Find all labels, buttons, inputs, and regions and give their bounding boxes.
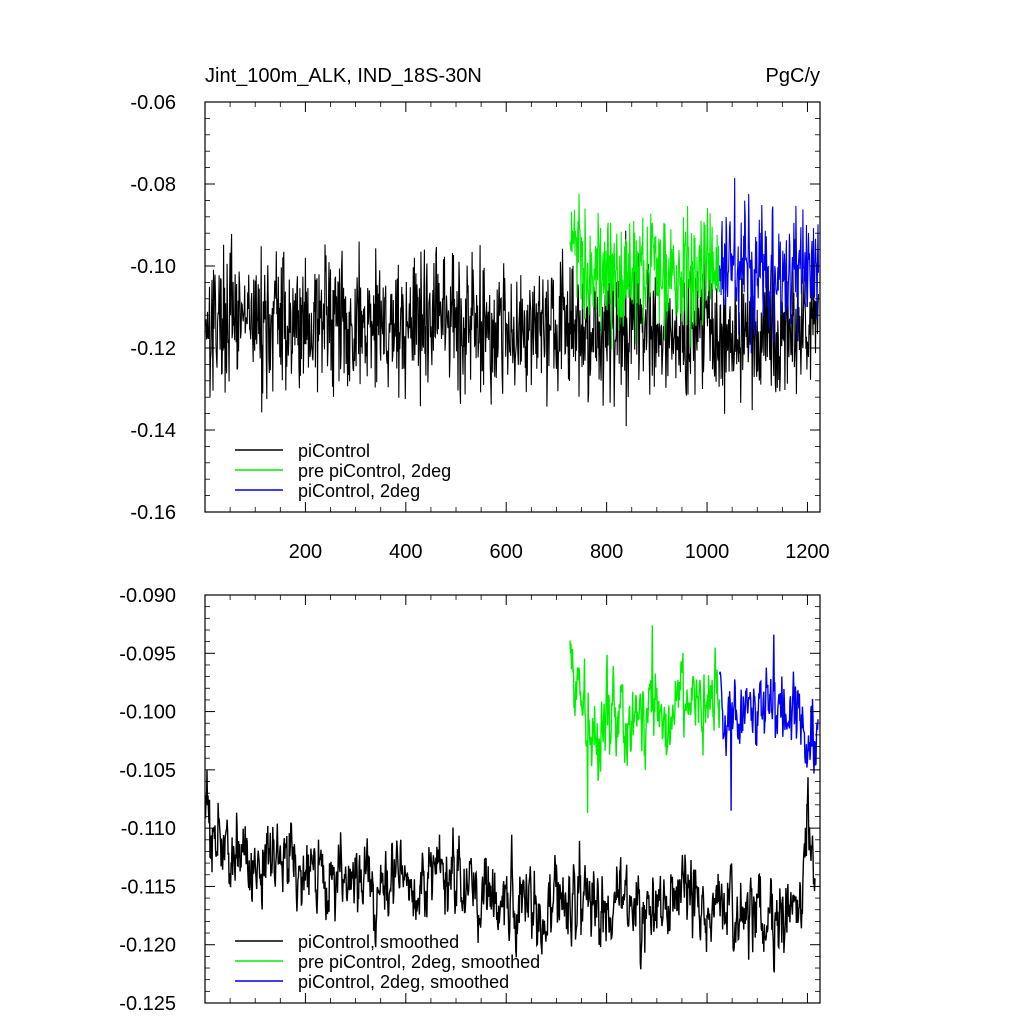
- units-label: PgC/y: [766, 65, 820, 87]
- plot-frame: [204, 101, 821, 513]
- legend-label: pre piControl, 2deg, smoothed: [298, 952, 540, 972]
- y-tick-label: -0.110: [121, 818, 176, 840]
- x-tick-label: 400: [389, 541, 422, 563]
- y-tick-label: -0.095: [119, 643, 176, 665]
- y-tick-label: -0.14: [130, 420, 176, 442]
- series-line-2: [569, 625, 721, 814]
- y-tick-label: -0.105: [119, 760, 176, 782]
- y-tick-label: -0.06: [130, 92, 176, 114]
- series-line-1: [205, 230, 820, 427]
- legend-label: pre piControl, 2deg: [298, 461, 451, 481]
- y-tick-label: -0.115: [121, 876, 176, 898]
- series-line-2: [569, 193, 721, 350]
- x-tick-label: 1200: [785, 541, 830, 563]
- legend-label: piControl, 2deg: [298, 481, 420, 501]
- x-tick-label: 600: [490, 541, 523, 563]
- plot-frame: [204, 594, 821, 1004]
- y-tick-label: -0.125: [119, 993, 176, 1015]
- bottom-panel: -0.125 -0.120 -0.115 -0.110 -0.105 -0.100 -0.0…: [119, 585, 821, 1015]
- y-tick-label: -0.08: [130, 174, 176, 196]
- series-line-3: [719, 177, 820, 354]
- x-tick-label: 200: [289, 541, 322, 563]
- x-tick-label: 800: [590, 541, 623, 563]
- series-line-3: [718, 634, 819, 811]
- y-tick-label: -0.12: [130, 338, 176, 360]
- chart-title: Jint_100m_ALK, IND_18S-30N: [205, 65, 482, 87]
- legend-label: piControl: [298, 441, 370, 461]
- legend-label: piControl, 2deg, smoothed: [298, 972, 509, 992]
- y-tick-label: -0.100: [119, 702, 176, 724]
- y-tick-label: -0.10: [130, 256, 176, 278]
- legend-label: piControl, smoothed: [298, 932, 459, 952]
- y-tick-label: -0.090: [119, 585, 176, 607]
- series-line-1: [205, 770, 816, 973]
- y-tick-label: -0.16: [130, 502, 176, 524]
- y-tick-label: -0.120: [119, 935, 176, 957]
- x-tick-label: 1000: [685, 541, 730, 563]
- top-panel: -0.16 -0.14 -0.12 -0.10 -0.08 -0.06 200 400 600 8…: [130, 65, 829, 563]
